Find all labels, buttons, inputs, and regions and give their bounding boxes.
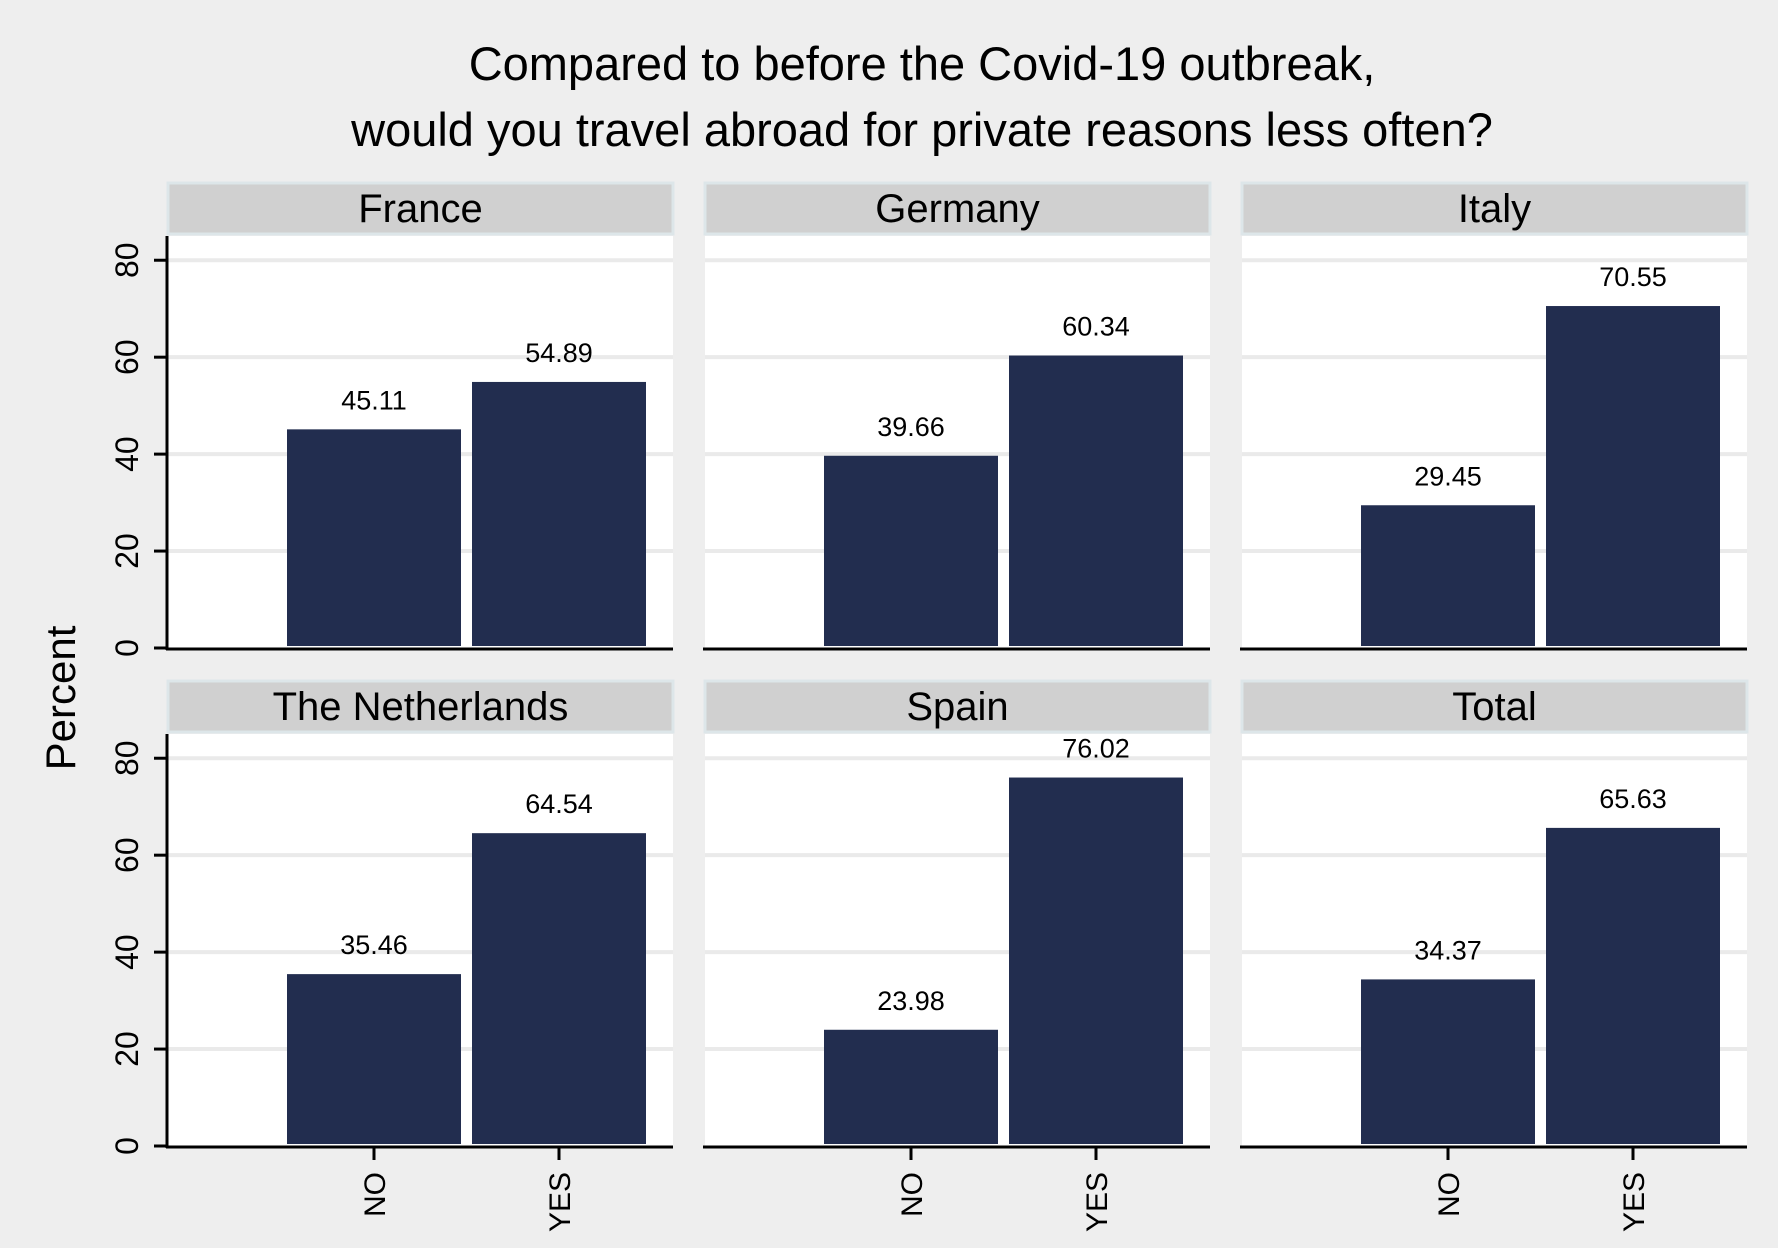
y-tick-label: 40: [109, 934, 145, 970]
y-tick-label: 80: [109, 242, 145, 278]
x-tick-label: YES: [1081, 1172, 1114, 1232]
bar-value-label: 45.11: [341, 385, 407, 415]
panels: France 45.11 54.89 0 20 40 60 80 Germany 39.66 60.…: [109, 181, 1749, 1232]
bar-yes: [1009, 777, 1183, 1144]
x-tick-label: NO: [896, 1172, 929, 1217]
x-tick-label: NO: [359, 1172, 392, 1217]
bar-value-label: 35.46: [340, 930, 408, 960]
bar-yes: [472, 833, 646, 1144]
panel-spain: Spain 23.98 76.02 NO YES: [703, 679, 1212, 1232]
bar-value-label: 64.54: [525, 789, 593, 819]
y-tick-label: 80: [109, 740, 145, 776]
bar-no: [1361, 505, 1535, 646]
panel-strip: [1240, 679, 1749, 734]
y-tick-label: 40: [109, 436, 145, 472]
panel-strip: [166, 679, 675, 734]
y-tick-label: 0: [109, 1137, 145, 1155]
panel-france: France 45.11 54.89 0 20 40 60 80: [109, 181, 675, 657]
bar-value-label: 39.66: [877, 412, 945, 442]
bar-value-label: 70.55: [1599, 262, 1667, 292]
y-tick-label: 60: [109, 837, 145, 873]
bar-no: [287, 974, 461, 1144]
y-tick-label: 20: [109, 533, 145, 569]
panel-italy: Italy 29.45 70.55: [1240, 181, 1749, 651]
panel-title: Spain: [906, 685, 1008, 729]
panel-title: Germany: [875, 187, 1040, 231]
panel-total: Total 34.37 65.63 NO YES: [1240, 679, 1749, 1232]
bar-yes: [1009, 355, 1183, 646]
bar-yes: [472, 381, 646, 646]
bar-value-label: 54.89: [525, 338, 593, 368]
panel-title: Total: [1452, 685, 1537, 729]
bar-no: [1361, 979, 1535, 1144]
bar-value-label: 65.63: [1599, 784, 1667, 814]
y-tick-label: 0: [109, 639, 145, 657]
x-tick-label: YES: [1618, 1172, 1651, 1232]
bar-value-label: 29.45: [1414, 461, 1482, 491]
panel-strip: [703, 181, 1212, 236]
chart-title-line-2: would you travel abroad for private reas…: [350, 103, 1493, 156]
panel-strip: [703, 679, 1212, 734]
panel-title: Italy: [1458, 187, 1531, 231]
y-tick-label: 20: [109, 1031, 145, 1067]
x-tick-label: YES: [544, 1172, 577, 1232]
bar-yes: [1546, 827, 1720, 1144]
bar-no: [824, 1029, 998, 1144]
bar-value-label: 60.34: [1062, 312, 1130, 342]
panel-the-netherlands: The Netherlands 35.46 64.54 0 20 40 60 80 NO YES: [109, 679, 675, 1232]
bar-value-label: 76.02: [1062, 734, 1130, 764]
panel-title: France: [358, 187, 483, 231]
panel-strip: [1240, 181, 1749, 236]
panel-title: The Netherlands: [273, 685, 569, 729]
y-axis-label: Percent: [37, 625, 84, 770]
bar-value-label: 23.98: [877, 986, 945, 1016]
chart-title-line-1: Compared to before the Covid-19 outbreak…: [469, 37, 1376, 90]
panel-strip: [166, 181, 675, 236]
x-tick-label: NO: [1433, 1172, 1466, 1217]
bar-yes: [1546, 306, 1720, 646]
y-tick-label: 60: [109, 339, 145, 375]
bar-value-label: 34.37: [1414, 935, 1482, 965]
bar-no: [287, 429, 461, 646]
bar-no: [824, 455, 998, 646]
panel-germany: Germany 39.66 60.34: [703, 181, 1212, 651]
